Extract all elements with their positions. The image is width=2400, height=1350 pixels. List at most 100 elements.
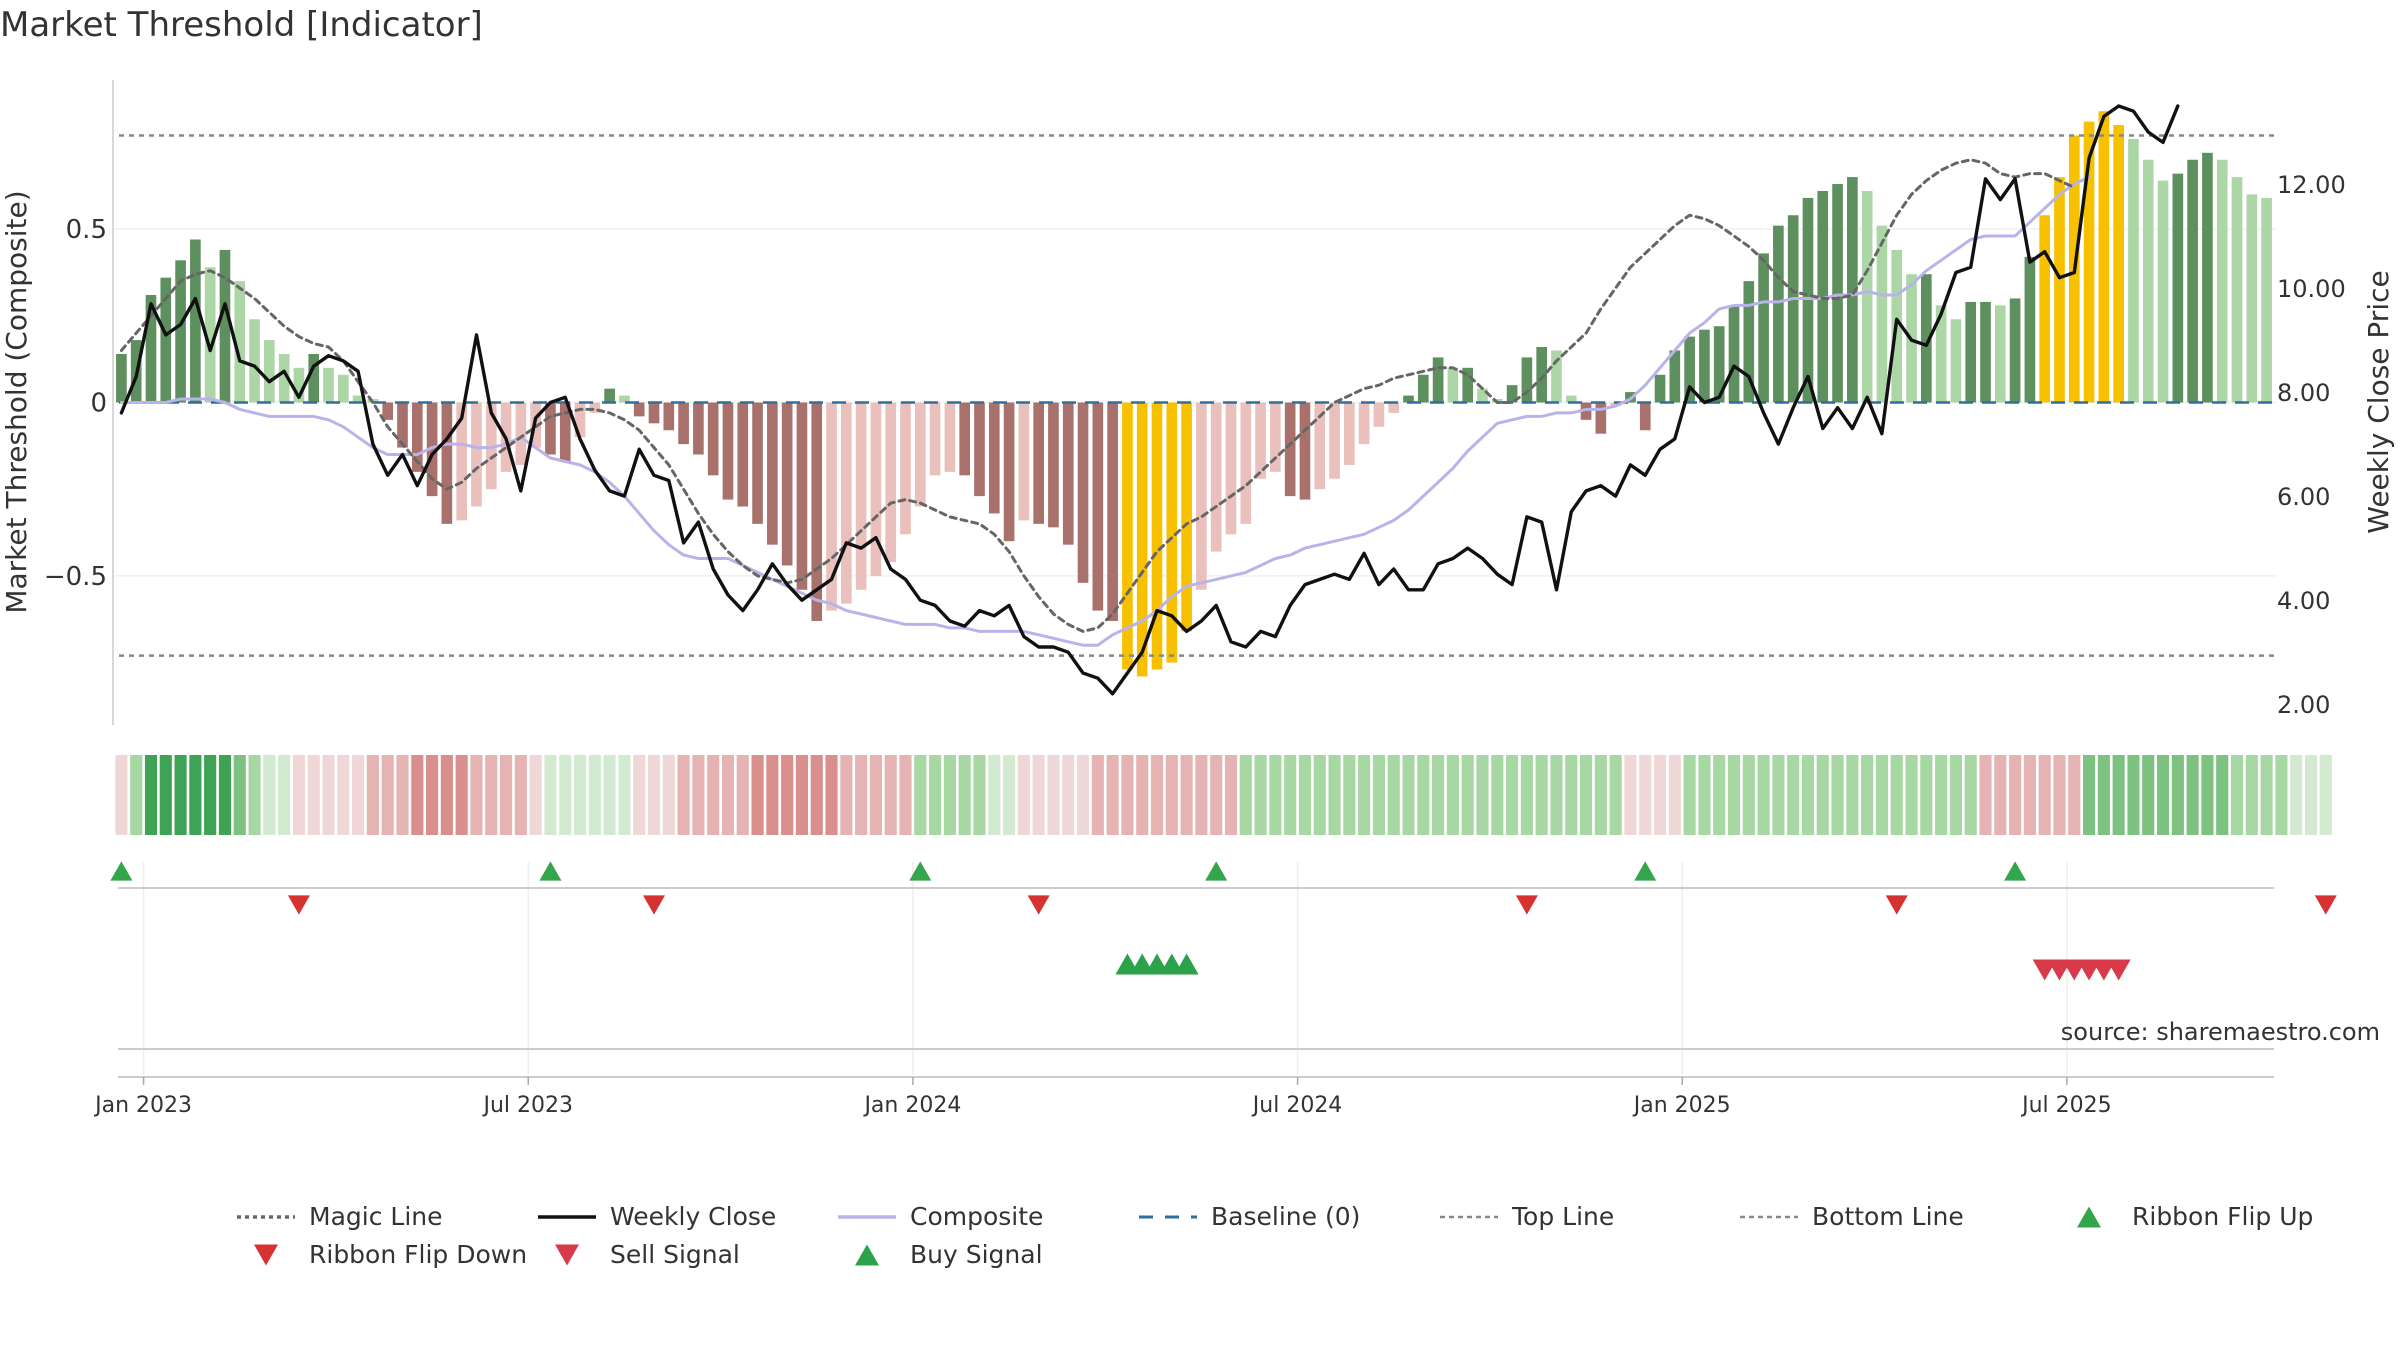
ribbon-cell [1994,755,2007,835]
ribbon-cell [1861,755,1874,835]
composite-bar [1876,225,1888,403]
composite-bar [900,402,911,535]
composite-bar [988,402,1000,514]
ribbon-cell [1875,755,1889,835]
ribbon-cell [1091,755,1104,835]
composite-bar [2039,215,2051,403]
ribbon-cell [1358,755,1371,835]
ribbon-cell [751,755,764,835]
right-axis: 12.00 10.00 8.00 6.00 4.00 2.00 [2277,171,2346,719]
ribbon-flip-down-marker [1515,895,1538,915]
ribbon-cell [1432,755,1445,835]
ribbon-cell [988,755,1001,835]
ribbon-cell [1136,755,1149,835]
composite-bar [1062,402,1074,545]
ribbon-cell [1476,755,1489,835]
ribbon-cell [2245,755,2258,835]
x-tick-label: Jan 2024 [862,1093,961,1118]
composite-bars [116,111,2272,677]
ribbon-cell [218,755,232,835]
composite-bar [1107,402,1118,621]
composite-bar [234,281,246,403]
ribbon-cell [973,755,986,835]
ribbon-flip-down-marker [1885,895,1908,915]
composite-bar [959,402,971,476]
ribbon-cell [514,755,527,835]
composite-bar [1994,305,2006,403]
ribbon-cell [1165,755,1178,835]
composite-bar [767,402,778,545]
composite-bar [1787,215,1799,403]
composite-bar [1299,402,1311,500]
composite-bar [559,402,571,462]
composite-bar [826,402,837,611]
signal-panels [110,861,2337,1078]
ribbon-flip-down-marker [1027,895,1050,915]
composite-bar [2231,177,2243,403]
ribbon-cell [2290,755,2303,835]
composite-bar [1018,402,1030,521]
composite-bar [1477,388,1488,403]
ribbon-cell [159,755,172,835]
ribbon-cell [455,755,468,835]
ribbon-cell [1402,755,1415,835]
composite-bar [944,402,956,472]
ribbon-cell [1254,755,1267,835]
composite-bar [1536,347,1547,403]
ribbon-cell [233,755,246,835]
ribbon-cell [1772,755,1785,835]
composite-bar [1580,402,1592,420]
ribbon-cell [204,755,217,835]
ribbon-cell [781,755,794,835]
ribbon-cell [869,755,882,835]
ribbon-cell [2068,755,2081,835]
composite-bar [1921,274,1932,403]
legend-swatch [855,1244,879,1266]
ribbon-cell [825,755,838,835]
ribbon-cell [1698,755,1711,835]
composite-bar [1728,305,1740,403]
ribbon-cell [647,755,661,835]
legend-label: Buy Signal [910,1240,1043,1269]
ribbon-cell [1491,755,1504,835]
composite-bar [1240,402,1252,524]
composite-bar [1373,402,1385,427]
series-lines [119,104,2180,696]
composite-bar [1417,374,1429,403]
ribbon-cell [2038,755,2051,835]
composite-bar [2083,121,2095,403]
ribbon-flip-up-marker [1205,861,1228,881]
composite-bar [781,402,793,566]
legend-label: Baseline (0) [1211,1202,1360,1231]
ribbon-cell [1446,755,1459,835]
composite-bar [485,402,497,490]
composite-bar [1447,367,1459,403]
ribbon-cell [795,755,809,835]
ribbon-cell [1210,755,1223,835]
composite-bar [1758,253,1769,403]
composite-bar [1610,402,1621,406]
ribbon-cell [499,755,513,835]
composite-bar [2009,298,2021,403]
composite-bar [1403,395,1414,403]
x-tick-label: Jul 2024 [1251,1093,1343,1118]
composite-bar [1432,357,1444,403]
ribbon-cell [1387,755,1400,835]
composite-bar [1181,402,1192,632]
ribbon-cell [1757,755,1770,835]
composite-bar [2172,173,2184,403]
composite-bar [219,249,231,403]
composite-bar [1092,402,1104,611]
left-axis: 0.5 0 −0.5 [44,215,107,592]
composite-bar [545,402,556,455]
legend-swatch [2077,1206,2101,1228]
ribbon-flip-down-marker [643,895,665,915]
composite-bar [2216,159,2228,403]
x-tick-label: Jul 2025 [2020,1093,2112,1118]
ribbon-cell [529,755,542,835]
ribbon-cell [2260,755,2273,835]
ribbon-cell [1816,755,1829,835]
right-tick-label: 2.00 [2277,691,2330,719]
ribbon-cell [396,755,409,835]
ribbon-cell [1372,755,1385,835]
